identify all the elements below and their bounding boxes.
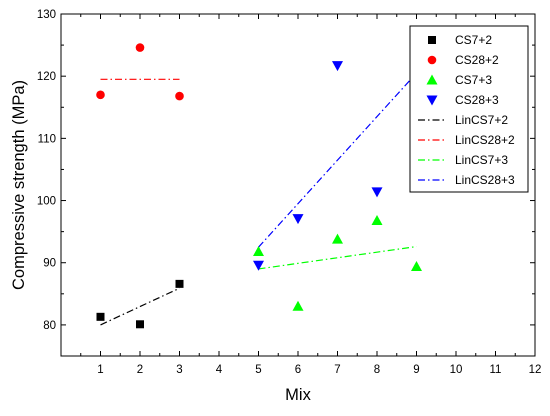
data-points bbox=[96, 43, 422, 329]
x-tick-label: 2 bbox=[137, 364, 143, 376]
x-tick-label: 6 bbox=[295, 364, 301, 376]
y-axis-title: Compressive strength (MPa) bbox=[10, 80, 28, 290]
y-tick-label: 90 bbox=[43, 258, 56, 270]
cs7-3-point bbox=[253, 246, 264, 257]
lincs7-3-fit-line bbox=[258, 245, 417, 270]
x-tick-label: 4 bbox=[216, 364, 223, 376]
cs28-2-point bbox=[175, 91, 184, 101]
x-tick-label: 11 bbox=[490, 364, 502, 376]
x-tick-label: 5 bbox=[255, 364, 261, 376]
legend-lincs7-2-label: LinCS7+2 bbox=[455, 113, 508, 127]
x-axis-title: Mix bbox=[285, 386, 311, 404]
y-tick-label: 110 bbox=[38, 133, 56, 145]
cs7-3-point bbox=[292, 300, 304, 311]
cs7-2-point bbox=[96, 312, 105, 321]
cs28-3-point bbox=[253, 260, 264, 271]
x-axis: 1 2 3 4 5 6 7 8 9 10 11 12 bbox=[60, 14, 542, 376]
cs28-2-point bbox=[96, 90, 105, 100]
legend-cs28-2-label: CS28+2 bbox=[455, 53, 499, 67]
cs28-3-point bbox=[332, 61, 343, 72]
legend-cs28-3-swatch bbox=[426, 95, 438, 106]
cs7-2-point bbox=[175, 279, 184, 288]
x-tick-label: 1 bbox=[97, 364, 103, 376]
lincs28-3-fit-line bbox=[258, 72, 417, 248]
lincs7-2-fit-line bbox=[100, 287, 180, 326]
y-tick-label: 130 bbox=[37, 9, 56, 21]
y-tick-label: 80 bbox=[43, 320, 56, 332]
x-tick-label: 12 bbox=[529, 364, 542, 376]
legend-cs7-2-swatch bbox=[428, 36, 436, 44]
y-tick-label: 100 bbox=[37, 196, 56, 208]
cs28-2-point bbox=[135, 43, 145, 52]
x-tick-label: 7 bbox=[334, 364, 340, 376]
cs7-3-point bbox=[411, 260, 422, 271]
fit-lines bbox=[100, 72, 417, 326]
x-tick-label: 10 bbox=[450, 364, 463, 376]
cs7-3-point bbox=[371, 214, 383, 225]
x-tick-label: 3 bbox=[176, 364, 182, 376]
legend-cs7-3-swatch bbox=[426, 74, 438, 85]
y-axis: 80 90 100 110 120 130 bbox=[37, 9, 535, 357]
legend-lincs28-2-label: LinCS28+2 bbox=[455, 133, 515, 147]
cs28-3-point bbox=[371, 187, 383, 198]
legend-lincs7-3-label: LinCS7+3 bbox=[455, 153, 508, 167]
legend-cs7-2-label: CS7+2 bbox=[455, 33, 492, 47]
legend-cs7-3-label: CS7+3 bbox=[455, 73, 492, 87]
cs7-3-point bbox=[332, 233, 343, 244]
x-tick-label: 9 bbox=[413, 364, 419, 376]
legend: CS7+2 CS28+2 CS7+3 CS28+3 LinCS7+2 LinCS28+2 L… bbox=[409, 25, 529, 193]
legend-cs28-2-swatch bbox=[427, 55, 437, 65]
legend-box bbox=[409, 25, 529, 193]
x-tick-label: 8 bbox=[374, 364, 380, 376]
cs28-3-point bbox=[292, 214, 304, 225]
legend-lincs28-3-label: LinCS28+3 bbox=[455, 173, 515, 187]
y-tick-label: 120 bbox=[37, 71, 56, 83]
legend-cs28-3-label: CS28+3 bbox=[455, 93, 499, 107]
cs7-2-point bbox=[136, 320, 144, 329]
